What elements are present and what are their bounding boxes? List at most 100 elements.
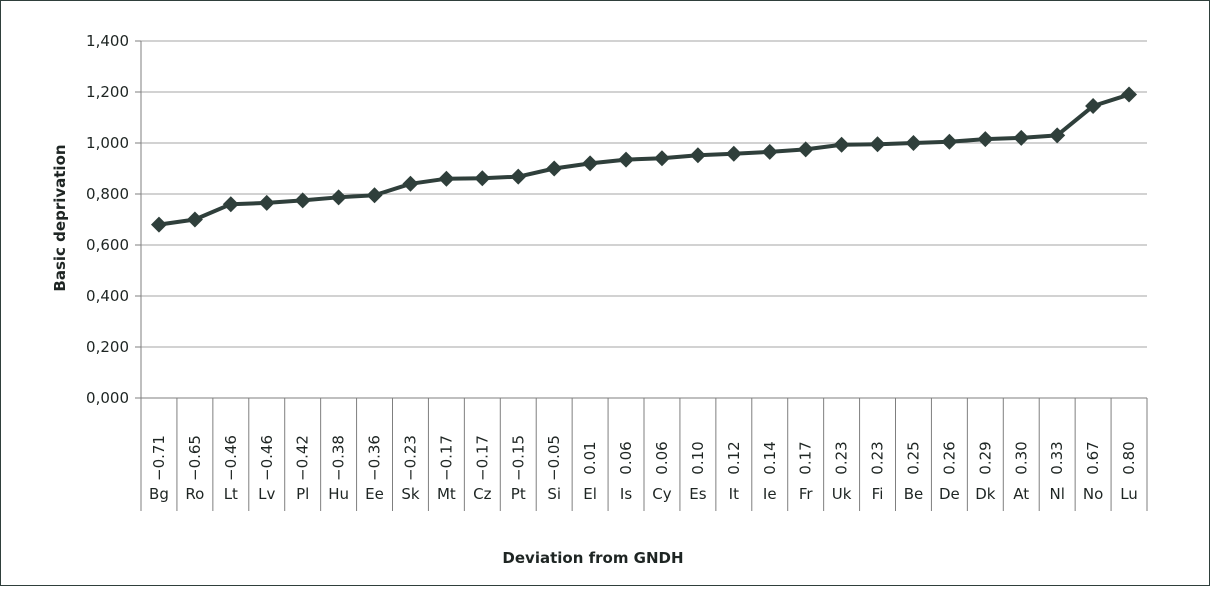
data-point (689, 147, 706, 164)
data-point (222, 196, 239, 213)
deviation-label: −0.42 (294, 435, 312, 481)
deviation-label: 0.10 (689, 441, 707, 474)
data-point (977, 131, 994, 148)
x-axis-title: Deviation from GNDH (502, 549, 683, 567)
data-point (797, 141, 814, 158)
category-label: No (1083, 485, 1103, 503)
deviation-label: −0.71 (150, 435, 168, 481)
data-point (941, 133, 958, 150)
deviation-label: 0.14 (761, 441, 779, 474)
y-tick-label: 1,400 (86, 32, 129, 50)
data-point (869, 136, 886, 153)
category-label: Ro (185, 485, 204, 503)
category-label: Cz (473, 485, 491, 503)
category-label: Nl (1049, 485, 1064, 503)
category-label: Fi (872, 485, 884, 503)
y-tick-labels: 0,000 0,200 0,400 0,600 0,800 1,000 1,200 1,400 (86, 32, 129, 407)
data-point (653, 150, 670, 167)
data-point (474, 170, 491, 187)
category-label: El (583, 485, 597, 503)
deviation-label: 0.17 (797, 441, 815, 474)
data-point (833, 136, 850, 153)
deviation-label: −0.65 (186, 435, 204, 481)
deviation-label: −0.46 (258, 435, 276, 481)
series-line (158, 92, 1130, 227)
data-point (725, 145, 742, 162)
deviation-label: 0.06 (653, 441, 671, 474)
data-point (1013, 129, 1030, 146)
deviation-label: 0.33 (1048, 441, 1066, 474)
data-point (186, 211, 203, 228)
data-point (582, 155, 599, 172)
data-point (294, 192, 311, 209)
y-tick-label: 0,800 (86, 185, 129, 203)
category-label: Dk (975, 485, 996, 503)
data-point (438, 170, 455, 187)
data-point (366, 187, 383, 204)
deviation-label: 0.01 (581, 441, 599, 474)
deviation-label: −0.36 (366, 435, 384, 481)
y-tick-label: 1,200 (86, 83, 129, 101)
deviation-label: −0.05 (545, 435, 563, 481)
category-label: Cy (652, 485, 671, 503)
category-label: Uk (832, 485, 852, 503)
category-label: Lt (224, 485, 238, 503)
deviation-label: 0.23 (833, 441, 851, 474)
category-label: Pl (296, 485, 309, 503)
data-point (402, 175, 419, 192)
category-label: Ee (365, 485, 384, 503)
data-point (1085, 98, 1102, 115)
y-axis-title: Basic deprivation (51, 144, 69, 291)
series-basic-deprivation (150, 86, 1138, 233)
category-label: At (1013, 485, 1029, 503)
category-label: Es (689, 485, 706, 503)
deviation-label: −0.38 (330, 435, 348, 481)
y-tick-label: 0,600 (86, 236, 129, 254)
deviation-label: 0.25 (904, 441, 922, 474)
data-point (546, 160, 563, 177)
deviation-label: 0.12 (725, 441, 743, 474)
deviation-label: −0.17 (437, 435, 455, 481)
deviation-label: 0.29 (976, 441, 994, 474)
deviation-label: 0.23 (869, 441, 887, 474)
category-label: Lu (1120, 485, 1138, 503)
category-label: Fr (799, 485, 814, 503)
data-point (150, 216, 167, 233)
category-label: Be (904, 485, 924, 503)
category-label: Sk (401, 485, 420, 503)
category-label: Bg (149, 485, 169, 503)
gridlines (135, 40, 1147, 399)
category-label: Ie (763, 485, 777, 503)
data-point (1049, 127, 1066, 144)
category-label: Is (620, 485, 632, 503)
y-tick-label: 0,000 (86, 389, 129, 407)
category-label: It (729, 485, 739, 503)
category-label: Pt (511, 485, 526, 503)
deviation-label: −0.17 (473, 435, 491, 481)
category-label: Si (547, 485, 561, 503)
category-label: Lv (258, 485, 275, 503)
deviation-label: 0.26 (940, 441, 958, 474)
y-tick-label: 0,400 (86, 287, 129, 305)
category-label: Mt (437, 485, 456, 503)
deviation-label: 0.80 (1120, 441, 1138, 474)
category-label: Hu (328, 485, 349, 503)
data-point (1121, 86, 1138, 103)
deviation-label: −0.23 (401, 435, 419, 481)
y-tick-label: 0,200 (86, 338, 129, 356)
category-label: De (939, 485, 960, 503)
deviation-label: −0.15 (509, 435, 527, 481)
data-point (258, 194, 275, 211)
deviation-label: 0.67 (1084, 441, 1102, 474)
deviation-label: −0.46 (222, 435, 240, 481)
deviation-label: 0.06 (617, 441, 635, 474)
data-point (905, 135, 922, 151)
data-point (761, 143, 778, 160)
category-table: −0.71 Bg −0.65 Ro −0.46 Lt −0.46 Lv −0.42 Pl −0.38… (140, 398, 1148, 511)
y-tick-label: 1,000 (86, 134, 129, 152)
deviation-label: 0.30 (1012, 441, 1030, 474)
data-point (618, 151, 635, 168)
data-point (510, 168, 527, 185)
